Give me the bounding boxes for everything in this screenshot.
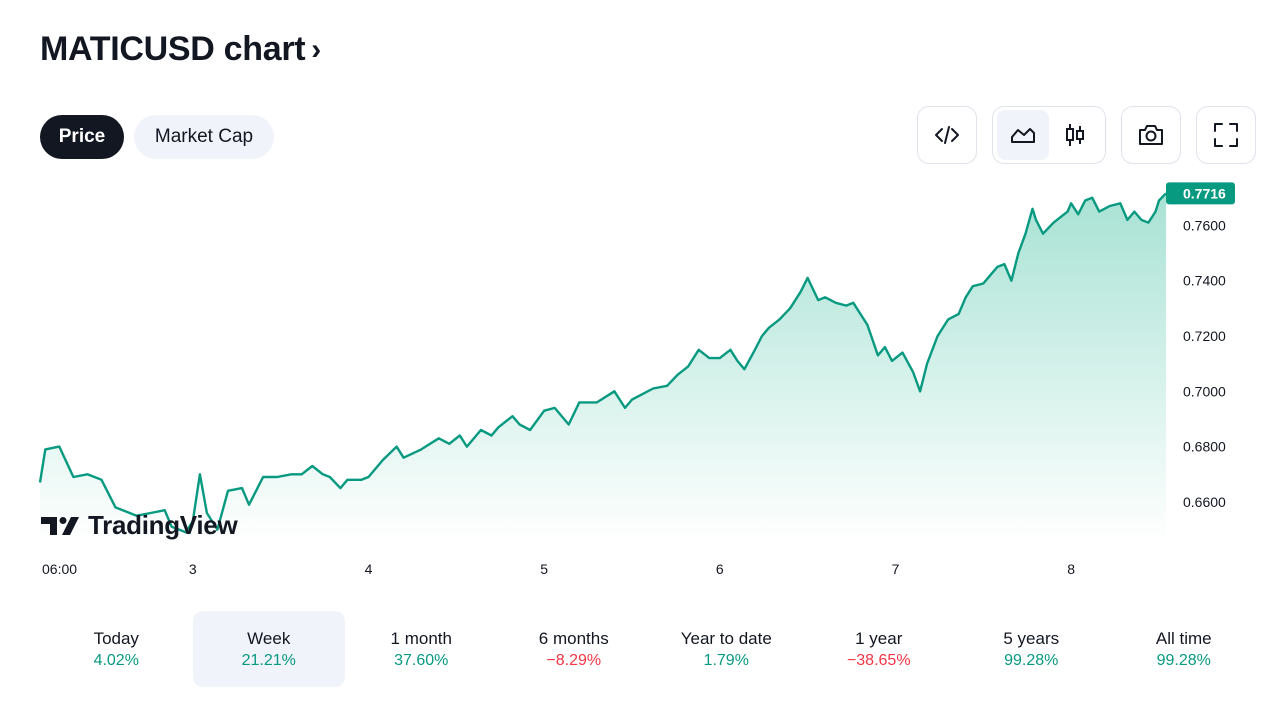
period-label: Week xyxy=(247,628,291,648)
x-tick-label: 06:00 xyxy=(42,561,77,577)
y-tick-label: 0.7400 xyxy=(1183,273,1226,289)
chevron-right-icon: › xyxy=(311,32,321,66)
period-label: 1 year xyxy=(855,628,903,648)
period-tab-6-months[interactable]: 6 months −8.29% xyxy=(498,611,651,687)
y-tick-label: 0.7000 xyxy=(1183,383,1226,399)
area-style-button[interactable] xyxy=(997,110,1049,160)
tradingview-logo: TradingView xyxy=(40,510,238,541)
fullscreen-button[interactable] xyxy=(1196,106,1256,164)
period-label: 5 years xyxy=(1003,628,1060,648)
price-area-fill xyxy=(40,193,1166,543)
period-change: −38.65% xyxy=(846,651,911,669)
fullscreen-icon xyxy=(1214,123,1238,147)
last-price-badge xyxy=(1166,182,1235,205)
period-change: 37.60% xyxy=(394,651,449,669)
price-chart[interactable]: 0.6600 0.6800 0.7000 0.7200 0.7400 0.7600 06:… xyxy=(0,180,1280,590)
x-tick-label: 6 xyxy=(716,561,724,577)
tradingview-logo-text: TradingView xyxy=(88,510,238,540)
period-tab-5-years[interactable]: 5 years 99.28% xyxy=(955,611,1108,687)
period-change: −8.29% xyxy=(546,651,602,669)
period-change: 4.02% xyxy=(93,651,139,669)
screenshot-button[interactable] xyxy=(1121,106,1181,164)
x-tick-label: 3 xyxy=(189,561,197,577)
price-toggle[interactable]: Price xyxy=(40,115,124,159)
last-price-value: 0.7716 xyxy=(1183,185,1226,201)
page-title[interactable]: MATICUSD chart › xyxy=(40,30,321,69)
period-tab-1-year[interactable]: 1 year −38.65% xyxy=(803,611,956,687)
period-tab-all-time[interactable]: All time 99.28% xyxy=(1108,611,1261,687)
last-price-label: 0.7716 xyxy=(1166,182,1235,205)
chart-style-group xyxy=(992,106,1106,164)
period-change: 1.79% xyxy=(703,651,749,669)
code-embed-icon xyxy=(935,126,959,144)
tradingview-logo-icon xyxy=(41,516,79,535)
y-tick-label: 0.7200 xyxy=(1183,328,1226,344)
y-tick-label: 0.6800 xyxy=(1183,439,1226,455)
page-title-text: MATICUSD chart xyxy=(40,30,306,68)
period-change: 99.28% xyxy=(1156,651,1211,669)
period-change: 21.21% xyxy=(241,651,296,669)
y-tick-label: 0.7600 xyxy=(1183,217,1226,233)
period-change: 99.28% xyxy=(1004,651,1059,669)
x-tick-label: 7 xyxy=(892,561,900,577)
embed-button[interactable] xyxy=(917,106,977,164)
period-tab-today[interactable]: Today 4.02% xyxy=(40,611,193,687)
y-tick-label: 0.6600 xyxy=(1183,494,1226,510)
period-label: Today xyxy=(93,628,139,648)
area-chart-icon xyxy=(1011,128,1035,143)
candles-style-button[interactable] xyxy=(1049,110,1101,160)
price-line xyxy=(38,192,1167,534)
y-axis: 0.6600 0.6800 0.7000 0.7200 0.7400 0.7600 xyxy=(1183,217,1226,510)
period-label: All time xyxy=(1155,628,1212,648)
period-label: 1 month xyxy=(390,628,452,648)
market-cap-toggle[interactable]: Market Cap xyxy=(134,115,274,159)
x-tick-label: 4 xyxy=(365,561,373,577)
period-tab-year-to-date[interactable]: Year to date 1.79% xyxy=(650,611,803,687)
period-tab-week[interactable]: Week 21.21% xyxy=(192,611,345,687)
period-tabs: Today 4.02% Week 21.21% 1 month 37.60% 6 mo… xyxy=(40,611,1260,687)
period-tab-1-month[interactable]: 1 month 37.60% xyxy=(345,611,498,687)
x-tick-label: 5 xyxy=(540,561,548,577)
x-tick-label: 8 xyxy=(1067,561,1075,577)
period-label: 6 months xyxy=(538,628,609,648)
period-label: Year to date xyxy=(680,628,772,648)
x-axis: 06:00 3 4 5 6 7 8 xyxy=(42,561,1075,577)
camera-icon xyxy=(1139,125,1163,145)
candlestick-icon xyxy=(1066,124,1084,146)
